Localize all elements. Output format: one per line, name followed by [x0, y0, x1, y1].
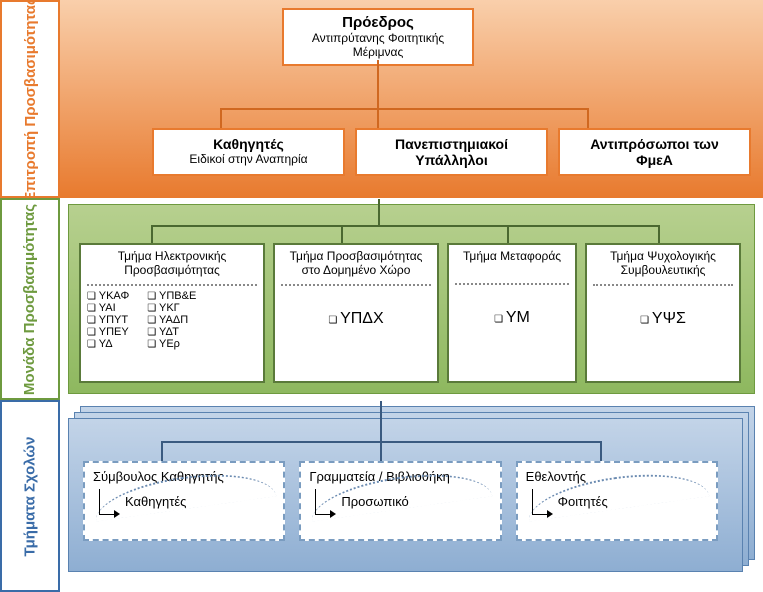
- check-item: ΥΑΔΠ: [147, 314, 196, 326]
- sidebar-label: Τμήματα Σχολών: [22, 436, 39, 556]
- dept-box-3: Εθελοντής Φοιτητές: [516, 461, 718, 541]
- org-chart: Επιτροπή Προσβασιμότητας Πρόεδρος Αντιπρ…: [0, 0, 763, 592]
- connector: [151, 225, 153, 243]
- section-committee: Επιτροπή Προσβασιμότητας Πρόεδρος Αντιπρ…: [0, 0, 763, 198]
- sidebar-label: Μονάδα Προσβασιμότητας: [22, 203, 39, 394]
- president-box: Πρόεδρος Αντιπρύτανης Φοιτητικής Μέριμνα…: [282, 8, 474, 66]
- connector: [161, 441, 163, 461]
- connector: [377, 108, 379, 128]
- dept-content: Σύμβουλος Καθηγητής Καθηγητές Γραμματεία…: [60, 400, 763, 592]
- check-item: ΥΔΤ: [147, 326, 196, 338]
- sidebar-label: Επιτροπή Προσβασιμότητας: [22, 0, 39, 201]
- unit-box-2: Τμήμα Προσβασιμότητας στο Δομημένο Χώρο …: [273, 243, 439, 383]
- box-title: Αντιπρόσωποι των ΦμεΑ: [570, 136, 739, 168]
- check-item: ΥΠΥΤ: [87, 314, 129, 326]
- unit-box-4: Τμήμα Ψυχολογικής Συμβουλευτικής ΥΨΣ: [585, 243, 741, 383]
- committee-row: Καθηγητές Ειδικοί στην Αναπηρία Πανεπιστ…: [152, 128, 751, 176]
- unit-title: Τμήμα Ηλεκτρονικής Προσβασιμότητας: [87, 249, 257, 278]
- connector: [151, 225, 659, 227]
- dept-row: Σύμβουλος Καθηγητής Καθηγητές Γραμματεία…: [83, 461, 718, 541]
- check-item: ΥΚΑΦ: [87, 290, 129, 302]
- committee-box-1: Καθηγητές Ειδικοί στην Αναπηρία: [152, 128, 345, 176]
- arrow-icon: [532, 489, 548, 515]
- box-title: Καθηγητές: [164, 136, 333, 152]
- divider: [593, 284, 733, 286]
- connector: [600, 441, 602, 461]
- connector: [587, 108, 589, 128]
- check-item: ΥΠΔΧ: [328, 310, 383, 327]
- connector: [220, 108, 222, 128]
- check-item: ΥΚΓ: [147, 302, 196, 314]
- connector: [220, 108, 588, 110]
- unit-panel: Τμήμα Ηλεκτρονικής Προσβασιμότητας ΥΚΑΦ …: [68, 204, 755, 394]
- unit-title: Τμήμα Προσβασιμότητας στο Δομημένο Χώρο: [281, 249, 431, 278]
- unit-row: Τμήμα Ηλεκτρονικής Προσβασιμότητας ΥΚΑΦ …: [79, 243, 744, 383]
- committee-content: Πρόεδρος Αντιπρύτανης Φοιτητικής Μέριμνα…: [60, 0, 763, 198]
- arrow-icon: [315, 489, 331, 515]
- arrow-icon: [99, 489, 115, 515]
- unit-items: ΥΠΔΧ: [281, 310, 431, 328]
- sidebar-committee: Επιτροπή Προσβασιμότητας: [0, 0, 60, 198]
- divider: [87, 284, 257, 286]
- president-subtitle: Αντιπρύτανης Φοιτητικής Μέριμνας: [288, 31, 468, 60]
- sidebar-departments: Τμήματα Σχολών: [0, 400, 60, 592]
- unit-title: Τμήμα Ψυχολογικής Συμβουλευτικής: [593, 249, 733, 278]
- connector: [341, 225, 343, 243]
- check-item: ΥΠΕΥ: [87, 326, 129, 338]
- connector: [380, 401, 382, 441]
- stack-layer-front: Σύμβουλος Καθηγητής Καθηγητές Γραμματεία…: [68, 418, 743, 572]
- committee-box-2: Πανεπιστημιακοί Υπάλληλοι: [355, 128, 548, 176]
- connector: [507, 225, 509, 243]
- sidebar-unit: Μονάδα Προσβασιμότητας: [0, 198, 60, 400]
- section-unit: Μονάδα Προσβασιμότητας Τμήμα Ηλεκτρονική…: [0, 198, 763, 400]
- connector: [658, 225, 660, 243]
- box-subtitle: Ειδικοί στην Αναπηρία: [164, 152, 333, 166]
- connector: [380, 441, 382, 461]
- dept-box-1: Σύμβουλος Καθηγητής Καθηγητές: [83, 461, 285, 541]
- check-item: ΥΕρ: [147, 338, 196, 350]
- check-item: ΥΜ: [494, 309, 530, 326]
- connector: [377, 60, 379, 108]
- dept-stack: Σύμβουλος Καθηγητής Καθηγητές Γραμματεία…: [68, 406, 755, 586]
- unit-content: Τμήμα Ηλεκτρονικής Προσβασιμότητας ΥΚΑΦ …: [60, 198, 763, 400]
- committee-box-3: Αντιπρόσωποι των ΦμεΑ: [558, 128, 751, 176]
- check-col-1: ΥΚΑΦ ΥΑΙ ΥΠΥΤ ΥΠΕΥ ΥΔ: [87, 290, 129, 350]
- check-item: ΥΑΙ: [87, 302, 129, 314]
- box-title: Πανεπιστημιακοί Υπάλληλοι: [367, 136, 536, 168]
- check-item: ΥΔ: [87, 338, 129, 350]
- unit-box-3: Τμήμα Μεταφοράς ΥΜ: [447, 243, 577, 383]
- unit-items: ΥΨΣ: [593, 310, 733, 328]
- divider: [455, 283, 569, 285]
- check-item: ΥΨΣ: [640, 310, 686, 327]
- check-col-2: ΥΠΒ&Ε ΥΚΓ ΥΑΔΠ ΥΔΤ ΥΕρ: [147, 290, 196, 350]
- section-departments: Τμήματα Σχολών Σύμβουλος Καθηγητής: [0, 400, 763, 592]
- check-item: ΥΠΒ&Ε: [147, 290, 196, 302]
- unit-items: ΥΚΑΦ ΥΑΙ ΥΠΥΤ ΥΠΕΥ ΥΔ ΥΠΒ&Ε ΥΚΓ ΥΑΔΠ ΥΔΤ: [87, 290, 257, 350]
- unit-box-1: Τμήμα Ηλεκτρονικής Προσβασιμότητας ΥΚΑΦ …: [79, 243, 265, 383]
- president-title: Πρόεδρος: [288, 14, 468, 31]
- dept-box-2: Γραμματεία / Βιβλιοθήκη Προσωπικό: [299, 461, 501, 541]
- unit-title: Τμήμα Μεταφοράς: [455, 249, 569, 263]
- divider: [281, 284, 431, 286]
- unit-items: ΥΜ: [455, 309, 569, 327]
- connector: [378, 199, 380, 225]
